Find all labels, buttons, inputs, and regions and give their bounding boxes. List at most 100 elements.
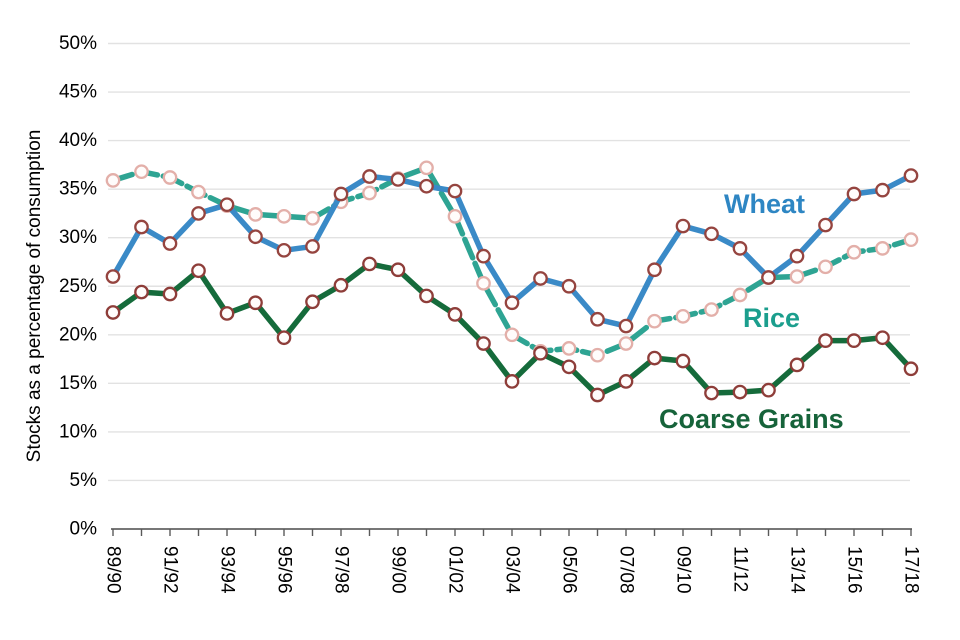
- coarse-grains-data-point-marker: [504, 374, 520, 389]
- wheat-data-point-marker: [846, 186, 862, 202]
- x-tick-label: 15/16: [844, 546, 865, 594]
- rice-data-point-marker: [305, 210, 320, 226]
- coarse-grains-data-point-marker: [618, 374, 634, 389]
- y-tick-label: 50%: [59, 33, 97, 54]
- rice-data-point-marker: [704, 302, 719, 317]
- wheat-data-point-marker: [447, 183, 463, 199]
- wheat-data-point-marker: [704, 226, 719, 242]
- wheat-data-point-marker: [647, 262, 662, 278]
- y-axis-tick-labels: 0% 5% 10% 15% 20% 25% 30% 35% 40% 45% 50%: [59, 33, 97, 540]
- y-tick-label: 15%: [59, 373, 97, 394]
- rice-data-point-marker: [732, 287, 748, 303]
- rice-data-point-marker: [447, 208, 463, 224]
- coarse-grains-data-point-marker: [248, 295, 263, 311]
- x-tick-label: 89/90: [103, 546, 124, 594]
- coarse-grains-data-point-marker: [590, 387, 605, 403]
- wheat-data-point-marker: [362, 169, 377, 184]
- wheat-data-point-marker: [390, 172, 406, 187]
- x-tick-label: 13/14: [787, 546, 808, 594]
- data-series: [105, 160, 919, 403]
- rice-data-point-marker: [789, 269, 805, 284]
- x-tick-label: 93/94: [217, 546, 238, 594]
- rice-data-point-marker: [191, 184, 206, 200]
- coarse-grains-data-point-marker: [191, 263, 206, 279]
- wheat-data-point-marker: [305, 239, 320, 254]
- coarse-grains-data-point-marker: [561, 359, 577, 375]
- y-tick-label: 10%: [59, 421, 97, 442]
- coarse-grains-data-point-marker: [476, 336, 491, 351]
- y-tick-label: 30%: [59, 227, 97, 248]
- y-axis-title: Stocks as a percentage of consumption: [24, 130, 45, 463]
- rice-data-point-marker: [276, 208, 292, 224]
- coarse-grains-data-point-marker: [105, 305, 121, 320]
- rice-data-point-marker: [362, 185, 377, 201]
- wheat-data-point-marker: [162, 236, 178, 251]
- coarse-grains-data-point-marker: [818, 333, 833, 348]
- rice-data-point-marker: [162, 170, 178, 185]
- coarse-grains-data-point-marker: [675, 353, 691, 369]
- y-tick-label: 40%: [59, 130, 97, 151]
- wheat-data-point-marker: [248, 229, 263, 245]
- coarse-grains-data-point-marker: [276, 330, 292, 346]
- rice-data-point-marker: [875, 241, 890, 256]
- wheat-data-point-marker: [675, 218, 691, 234]
- x-axis: [111, 528, 912, 536]
- wheat-data-point-marker: [105, 269, 121, 284]
- y-tick-label: 25%: [59, 276, 97, 297]
- series-label-rice: Rice: [743, 303, 800, 333]
- coarse-grains-data-point-marker: [390, 262, 406, 278]
- x-tick-label: 09/10: [673, 546, 694, 594]
- wheat-data-point-marker: [134, 219, 149, 235]
- coarse-grains-data-point-marker: [732, 384, 748, 400]
- coarse-grains-data-point-marker: [903, 361, 919, 377]
- rice-data-point-marker: [590, 347, 605, 363]
- y-tick-label: 5%: [70, 470, 98, 491]
- rice-data-point-marker: [647, 313, 662, 329]
- rice-data-point-marker: [105, 173, 121, 188]
- x-tick-label: 03/04: [502, 546, 523, 594]
- rice-data-point-marker: [419, 160, 434, 176]
- x-tick-label: 97/98: [331, 546, 352, 594]
- x-tick-label: 05/06: [559, 546, 580, 594]
- wheat-data-point-marker: [561, 278, 577, 294]
- x-tick-label: 99/00: [388, 546, 409, 594]
- wheat-data-point-marker: [732, 241, 748, 256]
- rice-data-point-marker: [818, 259, 833, 275]
- wheat-data-point-marker: [903, 168, 919, 183]
- series-label-wheat: Wheat: [724, 189, 805, 219]
- x-tick-label: 01/02: [445, 546, 466, 594]
- wheat-data-point-marker: [761, 270, 776, 285]
- wheat-data-point-marker: [818, 217, 833, 233]
- coarse-grains-data-point-marker: [789, 357, 805, 373]
- x-tick-label: 17/18: [901, 546, 922, 594]
- wheat-data-point-marker: [419, 178, 434, 194]
- wheat-data-point-marker: [504, 295, 520, 311]
- series-label-coarse-grains: Coarse Grains: [659, 404, 844, 434]
- y-tick-label: 35%: [59, 179, 97, 200]
- coarse-grains-data-point-marker: [162, 286, 178, 302]
- rice-data-point-marker: [561, 341, 577, 356]
- coarse-grains-data-point-marker: [761, 382, 776, 398]
- wheat-data-point-marker: [276, 242, 292, 258]
- coarse-grains-data-point-marker: [447, 307, 463, 322]
- rice-data-point-marker: [504, 327, 520, 343]
- gridlines: [108, 42, 910, 482]
- wheat-data-point-marker: [875, 182, 890, 198]
- rice-data-point-marker: [846, 244, 862, 260]
- rice-data-point-marker: [618, 336, 634, 351]
- rice-data-point-marker: [476, 275, 491, 291]
- y-tick-label: 0%: [70, 519, 98, 540]
- wheat-data-point-marker: [219, 197, 235, 213]
- x-tick-label: 07/08: [616, 546, 637, 594]
- wheat-data-point-marker: [476, 248, 491, 264]
- rice-data-point-marker: [134, 164, 149, 180]
- coarse-grains-data-point-marker: [704, 385, 719, 401]
- coarse-grains-data-point-marker: [419, 288, 434, 304]
- wheat-data-point-marker: [618, 318, 634, 334]
- coarse-grains-data-point-marker: [533, 345, 548, 361]
- wheat-data-point-marker: [191, 206, 206, 221]
- x-tick-label: 95/96: [274, 546, 295, 594]
- wheat-data-point-marker: [789, 248, 805, 264]
